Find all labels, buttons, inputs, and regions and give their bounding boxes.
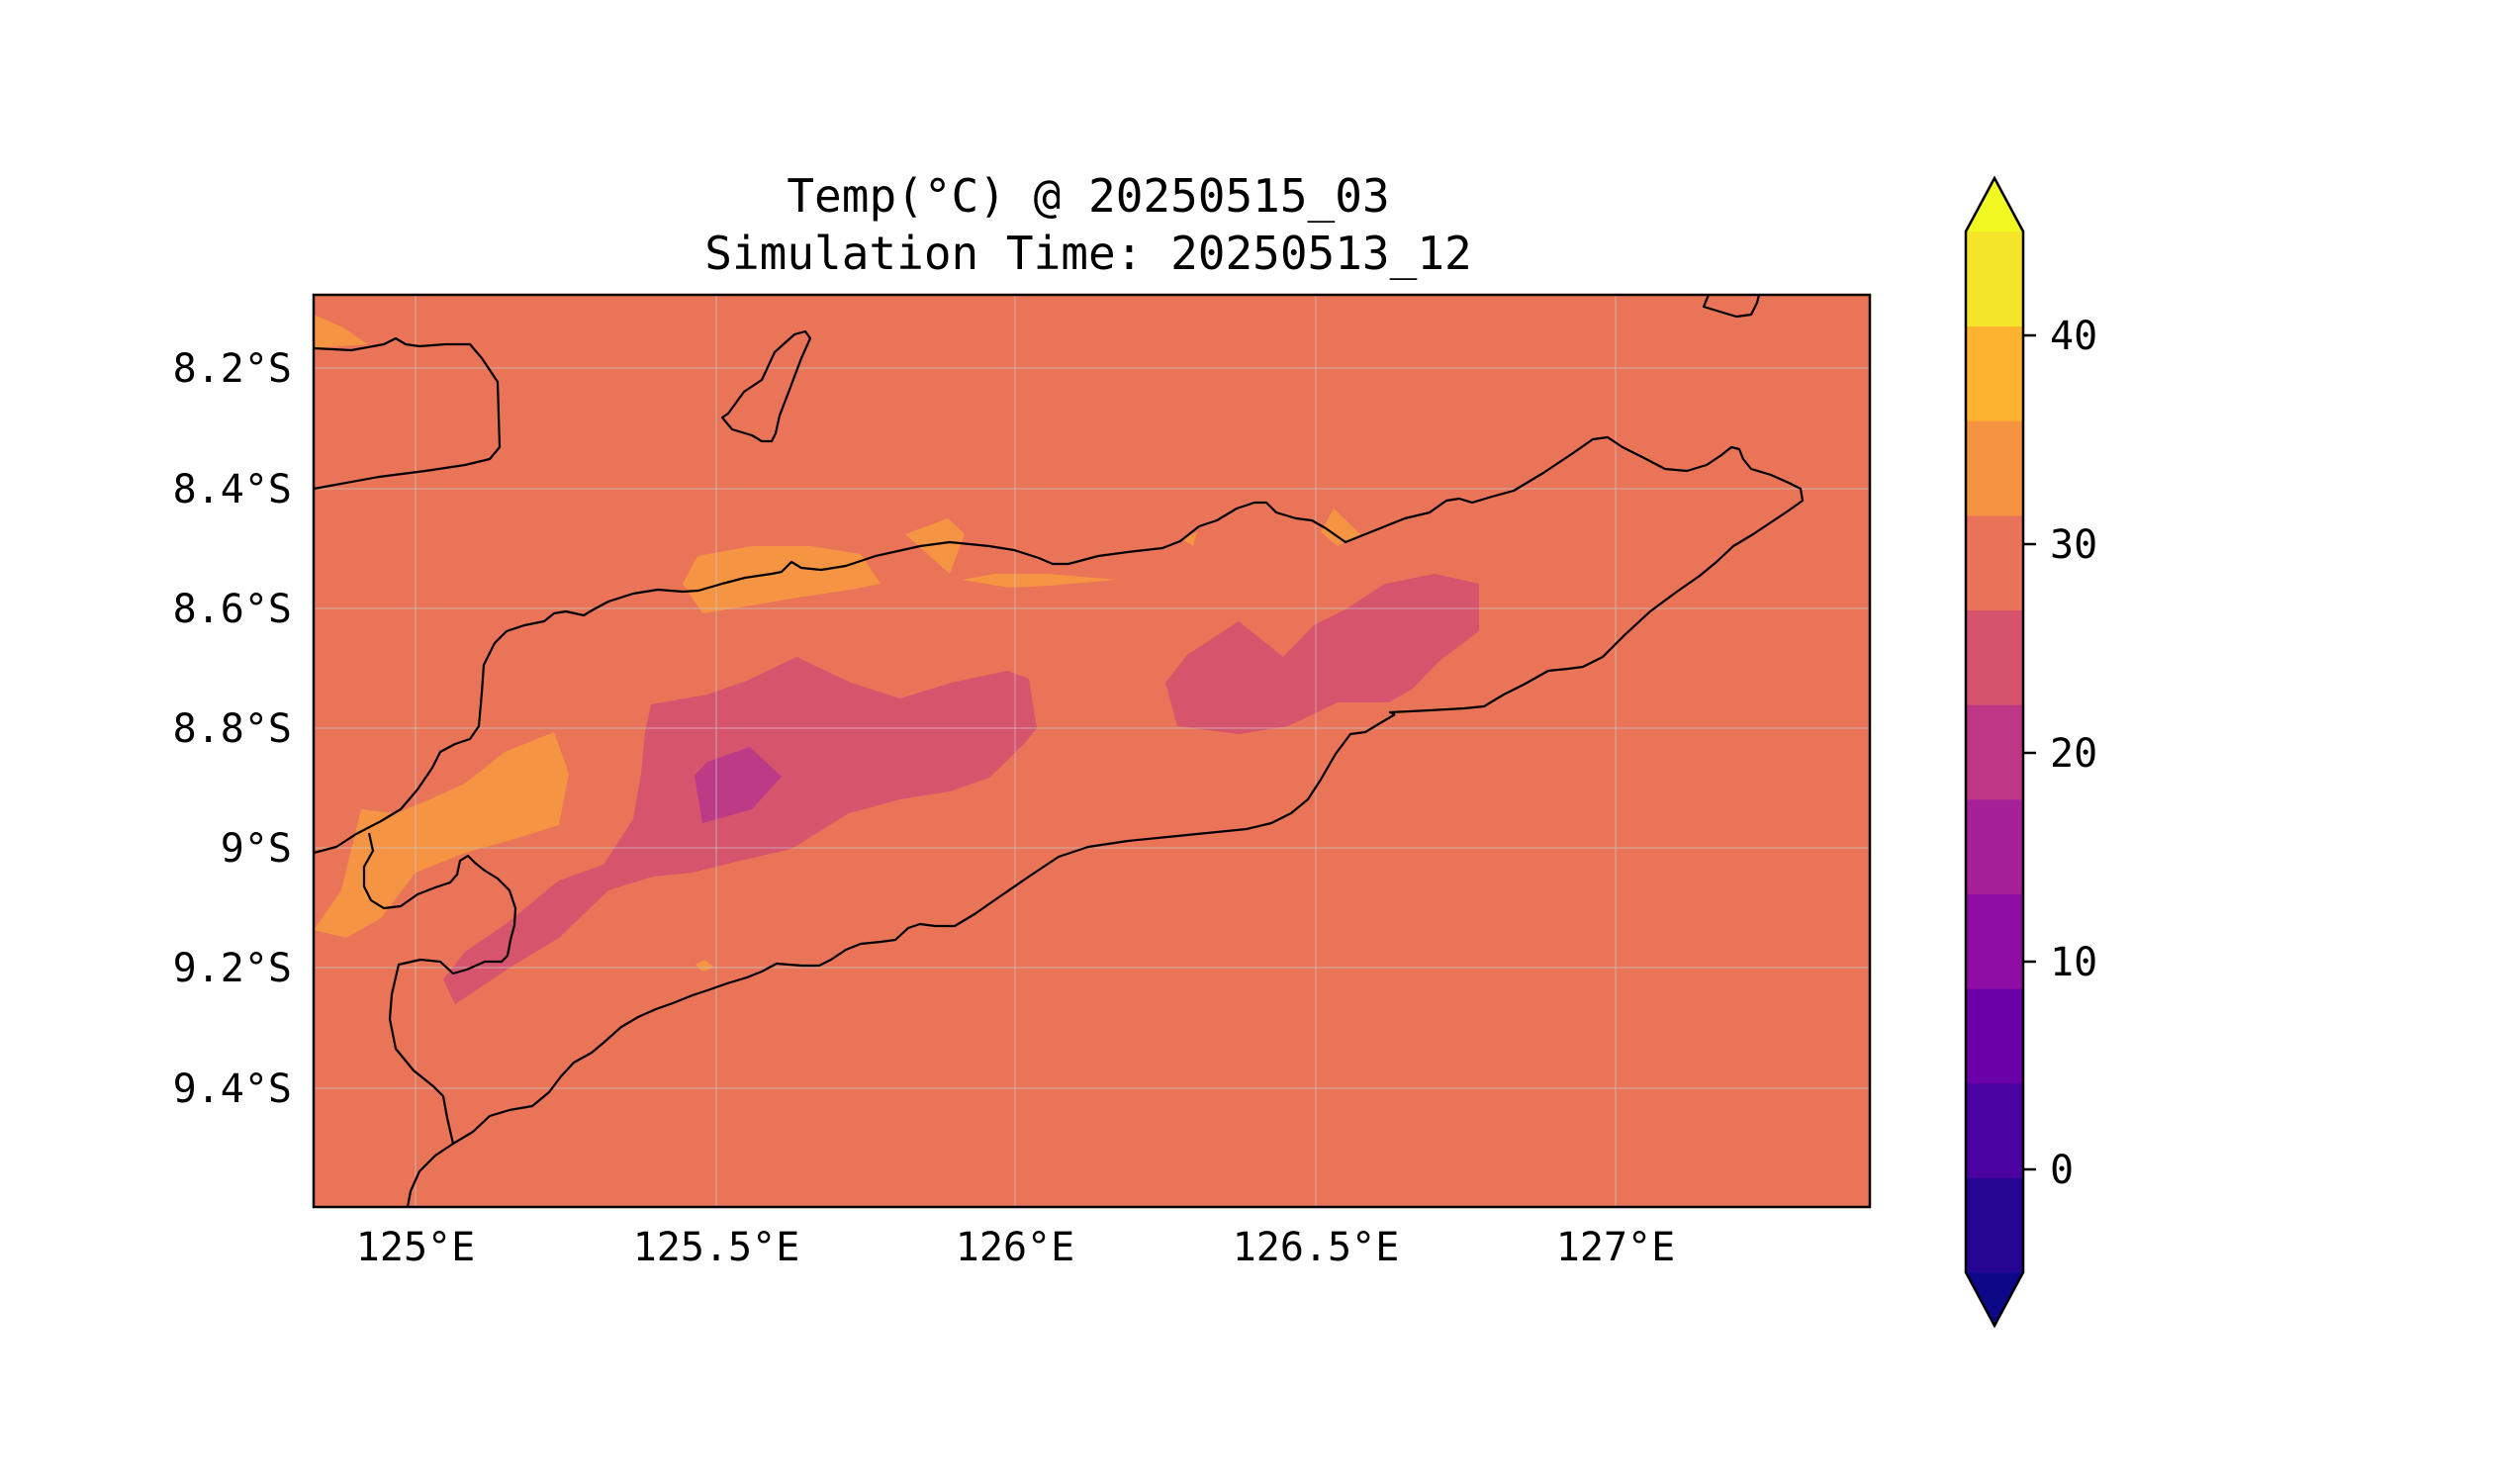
y-tick-label: 8.4°S	[173, 467, 292, 512]
contour-30-35-north-strip	[962, 574, 1118, 588]
y-tick-label: 8.2°S	[173, 346, 292, 392]
temperature-field-background	[314, 295, 1870, 1207]
coastline-atauro-island	[720, 329, 812, 443]
colorbar-segment	[1966, 1177, 2023, 1273]
coastlines	[314, 295, 1805, 1207]
x-tick-label: 125°E	[356, 1225, 475, 1270]
contour-30-35-small-east	[1321, 509, 1360, 546]
colorbar-segment	[1966, 798, 2023, 894]
coastline-oecusse	[362, 832, 517, 1145]
coastline-wetar-fragment	[1702, 295, 1761, 319]
colorbar-segment	[1966, 704, 2023, 800]
colorbar-extend-high	[1966, 178, 2023, 232]
y-tick-label: 8.8°S	[173, 706, 292, 752]
x-axis-labels: 125°E 125.5°E 126°E 126.5°E 127°E	[356, 1225, 1675, 1270]
map-panel	[312, 293, 1872, 1209]
contour-30-35-dot	[696, 960, 714, 972]
y-tick-label: 9°S	[221, 826, 292, 872]
x-tick-label: 126°E	[956, 1225, 1074, 1270]
colorbar-segment	[1966, 1082, 2023, 1178]
map-frame	[312, 293, 1872, 1209]
colorbar-segment	[1966, 325, 2023, 421]
contour-30-35-northwest	[314, 315, 368, 348]
coastline-timor-north	[314, 435, 1805, 855]
colorbar-tick-label: 0	[2050, 1148, 2074, 1193]
x-tick-label: 125.5°E	[633, 1225, 800, 1270]
colorbar: 0 10 20 30 40	[1964, 175, 2097, 1329]
contour-30-35-west-coast	[314, 732, 569, 938]
colorbar-ticks: 0 10 20 30 40	[2023, 314, 2097, 1193]
colorbar-segment	[1966, 988, 2023, 1084]
contour-30-35-north-patch	[905, 518, 965, 574]
contour-20-25-west	[443, 657, 1037, 1004]
colorbar-outline	[1964, 175, 2025, 1329]
temperature-contours	[314, 295, 1870, 1207]
y-tick-label: 9.4°S	[173, 1067, 292, 1112]
x-tick-label: 126.5°E	[1233, 1225, 1400, 1270]
contour-20-25-east	[1165, 574, 1479, 734]
colorbar-segment	[1966, 420, 2023, 516]
colorbar-tick-label: 40	[2050, 314, 2097, 359]
colorbar-tick-label: 10	[2050, 940, 2097, 985]
colorbar-segment	[1966, 514, 2023, 611]
contour-30-35-north-central	[683, 546, 881, 613]
coastline-alor-island	[314, 336, 502, 491]
gridlines	[314, 295, 1870, 1207]
y-tick-label: 9.2°S	[173, 946, 292, 991]
map-subtitle: Simulation Time: 20250513_12	[704, 227, 1471, 280]
map-title: Temp(°C) @ 20250515_03	[787, 169, 1389, 223]
x-tick-label: 127°E	[1556, 1225, 1675, 1270]
colorbar-extend-low	[1966, 1272, 2023, 1326]
coastline-timor-south	[406, 713, 1396, 1207]
colorbar-segment	[1966, 232, 2023, 327]
contour-30-35-tiny	[1182, 532, 1197, 546]
colorbar-segments	[1966, 178, 2023, 1326]
y-axis-labels: 8.2°S 8.4°S 8.6°S 8.8°S 9°S 9.2°S 9.4°S	[173, 346, 292, 1112]
y-tick-label: 8.6°S	[173, 587, 292, 632]
colorbar-segment	[1966, 609, 2023, 705]
colorbar-tick-label: 30	[2050, 522, 2097, 568]
colorbar-segment	[1966, 893, 2023, 989]
contour-15-20	[695, 747, 782, 823]
colorbar-tick-label: 20	[2050, 731, 2097, 777]
